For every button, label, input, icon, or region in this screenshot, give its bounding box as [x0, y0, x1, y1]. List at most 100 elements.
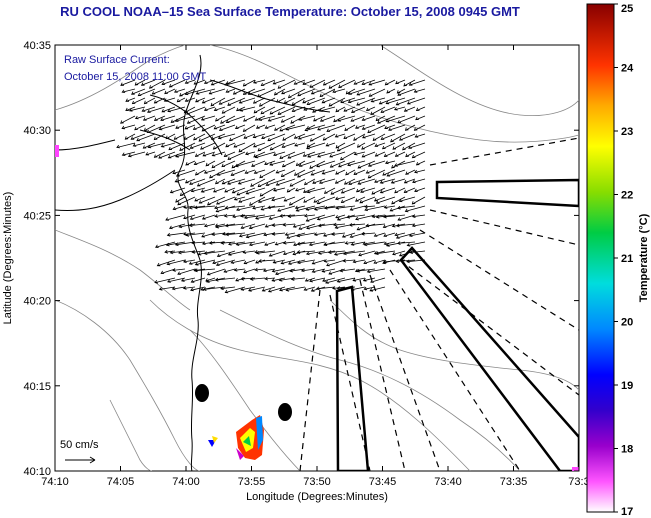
current-vector	[279, 151, 296, 159]
current-vector	[153, 151, 166, 158]
current-vector	[327, 250, 346, 255]
current-vector	[287, 88, 306, 99]
current-vector	[259, 169, 276, 179]
current-vector	[411, 151, 426, 159]
current-vector	[198, 196, 216, 204]
current-vector	[186, 115, 206, 124]
current-vector	[280, 169, 296, 178]
current-vector	[298, 115, 316, 121]
sst-edge-patch	[55, 145, 59, 157]
current-vector	[215, 205, 236, 213]
current-vector	[216, 196, 236, 205]
current-vector	[220, 115, 236, 124]
current-vector	[397, 205, 416, 210]
current-vector	[293, 133, 306, 139]
current-vector	[217, 133, 236, 140]
current-vector	[203, 79, 216, 84]
current-vector	[402, 142, 416, 151]
current-vector	[392, 142, 406, 150]
current-vector	[240, 276, 256, 281]
current-vector	[365, 106, 376, 112]
current-vector	[326, 124, 346, 132]
current-vector	[336, 277, 356, 283]
current-vector	[245, 151, 256, 156]
current-vector	[259, 187, 276, 197]
current-vector	[242, 250, 256, 254]
colorbar-tick-label: 18	[621, 444, 633, 456]
current-vector	[356, 142, 366, 148]
station-marker	[195, 384, 209, 402]
current-vector	[121, 88, 136, 93]
current-vector	[192, 124, 206, 130]
current-vector	[166, 232, 186, 237]
current-vector	[184, 178, 196, 184]
current-vector	[167, 277, 186, 283]
current-vector	[395, 79, 406, 85]
current-vector	[397, 214, 416, 221]
current-vector	[141, 106, 156, 112]
scale-arrow-head	[89, 456, 96, 464]
current-vector	[326, 259, 346, 267]
current-vector	[294, 169, 306, 176]
current-vector	[340, 196, 356, 204]
current-vector	[214, 214, 226, 218]
current-vector	[287, 259, 306, 265]
current-vector	[257, 88, 276, 98]
current-vector	[375, 214, 396, 219]
current-vector	[230, 169, 246, 176]
current-vector	[131, 88, 146, 95]
current-vector	[388, 124, 406, 131]
current-vector	[201, 214, 216, 220]
current-vector	[147, 106, 166, 113]
current-vector	[414, 133, 426, 138]
current-vector	[309, 277, 326, 283]
current-vector	[240, 286, 256, 291]
current-vector	[165, 241, 186, 247]
current-vector	[385, 97, 406, 105]
current-vector	[403, 178, 416, 184]
current-vector	[391, 196, 406, 205]
current-vector	[234, 124, 246, 130]
y-tick-label: 40:25	[23, 210, 51, 222]
current-vector	[361, 115, 376, 121]
current-vector	[350, 115, 366, 122]
current-vector	[218, 97, 236, 105]
x-tick-label: 73:40	[434, 476, 462, 488]
current-vector	[251, 160, 266, 167]
current-vector	[335, 205, 356, 210]
current-vector	[395, 259, 416, 264]
current-vector	[205, 160, 216, 167]
current-vector	[177, 196, 196, 206]
current-vector	[383, 232, 396, 237]
current-vector	[390, 133, 406, 143]
current-vector	[397, 115, 416, 124]
current-vector	[409, 250, 426, 255]
current-vector	[210, 133, 226, 140]
current-vector	[260, 106, 276, 115]
current-vector	[227, 250, 246, 256]
current-vector	[125, 106, 136, 112]
current-vector	[264, 160, 276, 165]
current-vector	[291, 97, 306, 106]
current-vector	[304, 124, 326, 132]
current-vector	[321, 97, 336, 104]
current-vector	[158, 124, 176, 131]
current-vector	[322, 79, 336, 86]
current-vector	[336, 214, 356, 221]
current-vector	[222, 231, 236, 236]
current-vector	[274, 241, 286, 246]
current-vector	[203, 223, 216, 228]
current-vector	[328, 79, 346, 89]
current-vector	[367, 160, 386, 167]
current-vector	[249, 277, 266, 281]
current-vector	[197, 250, 216, 256]
current-vector	[264, 241, 276, 246]
current-vector	[403, 79, 416, 87]
current-vector	[167, 106, 186, 113]
current-vector	[189, 142, 206, 149]
current-vector	[255, 124, 266, 129]
current-vector	[180, 277, 196, 282]
current-vector	[393, 106, 406, 111]
colorbar-tick-label: 23	[621, 126, 633, 138]
current-vector	[352, 277, 366, 282]
